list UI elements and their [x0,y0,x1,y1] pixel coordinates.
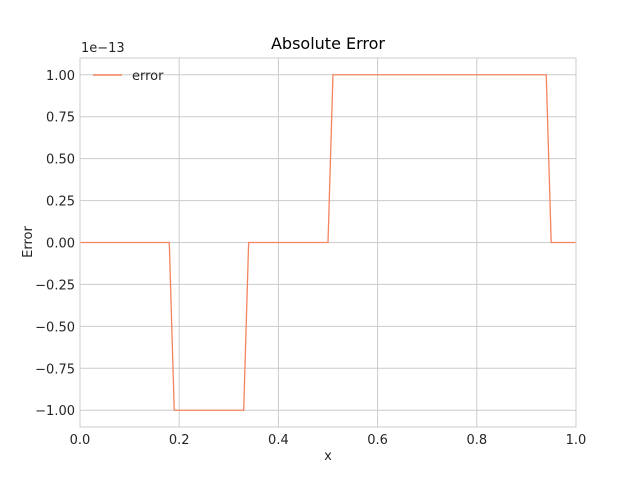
y-tick-label: 1.00 [46,69,75,84]
legend-label-error: error [132,69,164,84]
y-tick-label: 0.75 [46,111,75,126]
x-tick-labels: 0.0 0.2 0.4 0.6 0.8 1.0 [70,433,587,448]
y-tick-label: −0.75 [35,362,75,377]
plot-area [79,57,577,428]
y-tick-label: 0.25 [46,195,75,210]
x-tick-label: 0.0 [70,433,91,448]
legend: error [93,69,164,84]
plot-frame [79,57,577,428]
y-tick-label: −0.25 [35,278,75,293]
y-tick-label: 0.00 [46,237,75,252]
y-tick-labels: −1.00 −0.75 −0.50 −0.25 0.00 0.25 0.50 0.75 1.00 [35,69,75,419]
x-tick-label: 0.6 [367,433,388,448]
x-tick-label: 1.0 [566,433,587,448]
x-tick-label: 0.8 [466,433,487,448]
x-axis-label: x [324,449,332,464]
y-axis-label: Error [21,226,36,258]
series-line-error [80,74,576,411]
series-layer [80,74,576,411]
y-tick-label: 0.50 [46,153,75,168]
y-tick-label: −0.50 [35,320,75,335]
y-tick-label: −1.00 [35,404,75,419]
x-tick-label: 0.4 [268,433,289,448]
chart-title: Absolute Error [271,34,385,53]
y-offset-label: 1e−13 [81,41,125,56]
x-tick-label: 0.2 [169,433,190,448]
